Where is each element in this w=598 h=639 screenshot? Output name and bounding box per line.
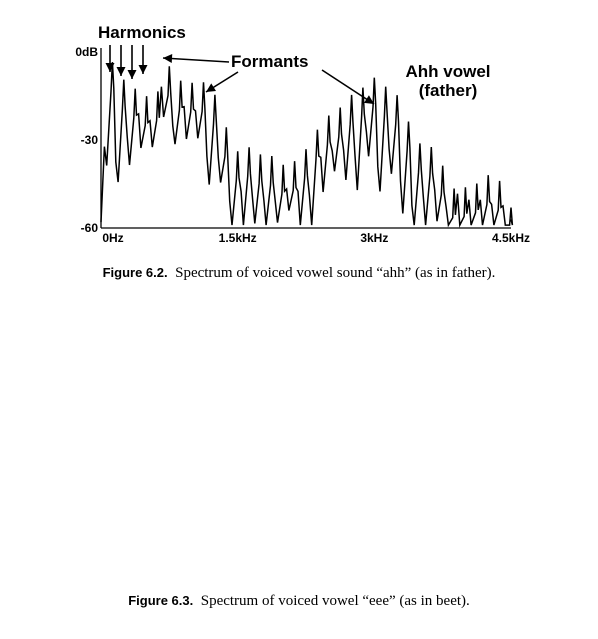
formant-arrow [162,57,230,63]
vowel-name-label: Ahh vowel [405,62,490,81]
harmonic-arrow-head [127,70,137,79]
formant-arrow-head [364,95,374,104]
x-tick-label: 0Hz [102,231,123,245]
formant-arrow [321,69,375,105]
figure-label: Figure 6.3. [128,593,194,608]
harmonics-label: Harmonics [98,23,186,42]
caption-text: Spectrum of voiced vowel “eee” (as in be… [200,593,470,609]
x-tick-label: 4.5kHz [492,231,530,245]
formants-label: Formants [231,52,308,71]
figure-6-3: 0dB-30-600Hz1.5kHz3kHz4.5kHzHarmonicsFor… [0,350,598,639]
harmonic-arrow-head [105,63,115,72]
x-tick-label: 3kHz [360,231,388,245]
formant-arrow-head [163,54,173,64]
y-tick-label: -30 [81,133,99,147]
caption-text: Spectrum of voiced vowel sound “ahh” (as… [175,265,496,281]
harmonic-arrow-head [138,65,148,74]
formant-arrow-head [206,83,217,92]
y-tick-label: 0dB [75,45,98,59]
figure-label: Figure 6.2. [102,265,168,280]
harmonic-arrow-head [116,67,126,76]
vowel-example-label: (father) [419,81,478,100]
spectrum-trace [100,62,514,228]
y-tick-label: -60 [81,221,99,235]
figure-caption: Figure 6.2. Spectrum of voiced vowel sou… [0,265,598,282]
x-tick-label: 1.5kHz [219,231,257,245]
figure-caption: Figure 6.3. Spectrum of voiced vowel “ee… [0,593,598,610]
figure-6-2: 0dB -30 -60 0Hz 1.5kHz 3kHz 4.5kHz Harmonics For… [0,0,598,300]
